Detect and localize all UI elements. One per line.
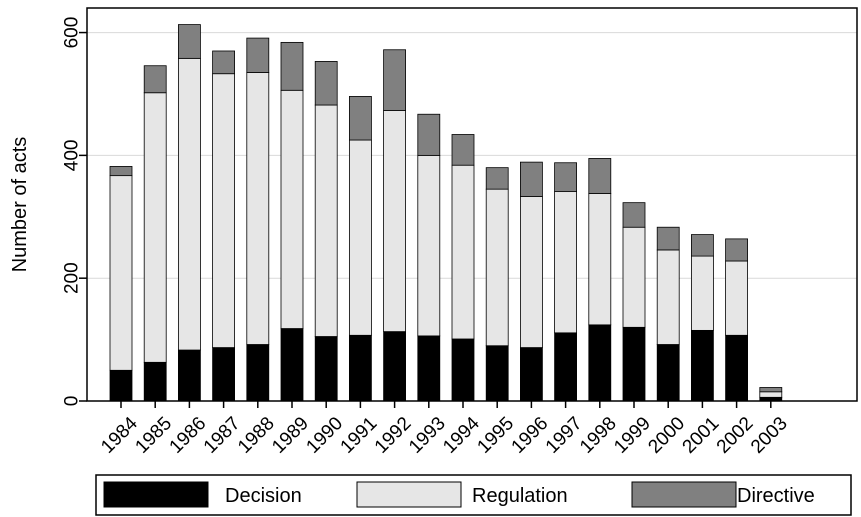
bar-segment-directive-1984 <box>109 166 133 177</box>
x-axis: 1984198519861987198819891990199119921993… <box>97 401 792 458</box>
bar-segment-regulation-1993 <box>417 154 441 337</box>
bar-segment-decision-1987 <box>212 347 236 402</box>
bar-segment-decision-1991 <box>348 334 372 402</box>
bar-segment-decision-1988 <box>246 344 270 402</box>
x-tick-label: 1998 <box>576 413 621 458</box>
bar-segment-directive-1997 <box>554 162 577 193</box>
bar-segment-regulation-1997 <box>554 191 577 334</box>
bar-segment-decision-1992 <box>383 331 407 402</box>
x-tick-label: 1988 <box>234 413 279 458</box>
x-tick-label: 1999 <box>610 413 655 458</box>
x-tick-label: 2000 <box>644 413 689 458</box>
bar-segment-decision-1989 <box>280 328 304 402</box>
bar-segment-decision-2000 <box>656 344 680 402</box>
bar-segment-regulation-1994 <box>451 164 475 340</box>
bar-segment-decision-1998 <box>588 324 612 402</box>
bar-segment-regulation-2003 <box>759 391 783 398</box>
legend-label-directive: Directive <box>737 485 815 507</box>
bar-segment-decision-1997 <box>554 332 577 402</box>
bar-segment-decision-1999 <box>622 326 646 402</box>
y-tick-label: 200 <box>62 262 83 294</box>
x-tick-label: 1997 <box>542 413 587 458</box>
x-tick-label: 2003 <box>747 413 792 458</box>
bar-segment-regulation-2000 <box>656 249 680 345</box>
x-tick-label: 1984 <box>97 413 142 458</box>
x-tick-label: 1995 <box>473 413 518 458</box>
bar-segment-directive-2001 <box>691 234 714 257</box>
bar-segment-directive-2002 <box>725 238 748 262</box>
bar-segment-directive-1985 <box>143 65 167 94</box>
bar-segment-directive-1996 <box>520 161 543 197</box>
x-tick-label: 1993 <box>405 413 450 458</box>
bar-segment-regulation-2002 <box>725 260 748 336</box>
bar-segment-regulation-1990 <box>314 104 338 337</box>
bar-segment-directive-1993 <box>417 113 441 156</box>
legend: Decision Regulation Directive <box>95 474 852 516</box>
bar-segment-regulation-1987 <box>212 73 236 348</box>
bar-segment-regulation-1989 <box>280 89 304 329</box>
bars <box>109 24 783 402</box>
bar-segment-regulation-1991 <box>348 139 372 336</box>
x-tick-label: 2002 <box>713 413 758 458</box>
bar-segment-regulation-1988 <box>246 72 270 345</box>
bar-segment-directive-1994 <box>451 134 475 166</box>
legend-swatch-directive <box>631 481 737 508</box>
x-tick-label: 1986 <box>166 413 211 458</box>
y-axis-title: Number of acts <box>9 137 31 273</box>
bar-segment-directive-2000 <box>656 226 680 251</box>
y-tick-label: 0 <box>62 396 83 407</box>
bar-segment-decision-1984 <box>109 369 133 402</box>
bar-segment-regulation-1996 <box>520 196 543 348</box>
legend-swatch-decision <box>103 481 209 508</box>
bar-segment-directive-1999 <box>622 202 646 228</box>
bar-segment-decision-1985 <box>143 361 167 402</box>
y-tick-label: 400 <box>62 140 83 172</box>
bar-segment-decision-1996 <box>520 347 543 402</box>
bar-segment-directive-1986 <box>177 24 201 59</box>
legend-label-decision: Decision <box>225 485 302 507</box>
bar-segment-directive-1998 <box>588 158 612 194</box>
bar-segment-directive-1991 <box>348 96 372 141</box>
legend-swatch-regulation <box>356 481 462 508</box>
bar-segment-decision-1995 <box>485 345 509 402</box>
bar-segment-regulation-1995 <box>485 188 509 347</box>
plot-area-frame <box>86 7 858 402</box>
x-tick-label: 1994 <box>439 413 484 458</box>
bar-segment-decision-2001 <box>691 329 714 402</box>
legend-label-regulation: Regulation <box>472 485 568 507</box>
bar-segment-regulation-1986 <box>177 57 201 351</box>
x-tick-label: 1992 <box>371 413 416 458</box>
x-tick-label: 1990 <box>302 413 347 458</box>
bar-segment-regulation-1998 <box>588 193 612 326</box>
x-tick-label: 1989 <box>268 413 313 458</box>
y-tick-label: 600 <box>62 17 83 49</box>
x-tick-label: 1996 <box>508 413 553 458</box>
x-tick-label: 2001 <box>679 413 724 458</box>
bar-segment-directive-1992 <box>383 49 407 111</box>
bar-segment-regulation-1985 <box>143 92 167 363</box>
bar-segment-regulation-1992 <box>383 110 407 333</box>
bar-segment-decision-1994 <box>451 338 475 402</box>
bar-segment-directive-1990 <box>314 61 338 106</box>
x-tick-label: 1985 <box>131 413 176 458</box>
bar-segment-decision-1993 <box>417 335 441 402</box>
bar-segment-directive-1995 <box>485 167 509 190</box>
x-tick-label: 1987 <box>200 413 245 458</box>
bar-segment-directive-1987 <box>212 50 236 75</box>
bar-segment-regulation-1999 <box>622 226 646 328</box>
bar-segment-decision-1990 <box>314 336 338 402</box>
bar-segment-decision-1986 <box>177 349 201 402</box>
bar-segment-regulation-2001 <box>691 255 714 331</box>
y-axis: 0 200 400 600 <box>62 17 87 407</box>
bar-segment-regulation-1984 <box>109 175 133 371</box>
x-tick-label: 1991 <box>337 413 382 458</box>
bar-segment-directive-1989 <box>280 41 304 91</box>
bar-segment-decision-2002 <box>725 334 748 402</box>
bar-segment-directive-2003 <box>759 387 783 393</box>
bar-segment-directive-1988 <box>246 37 270 73</box>
